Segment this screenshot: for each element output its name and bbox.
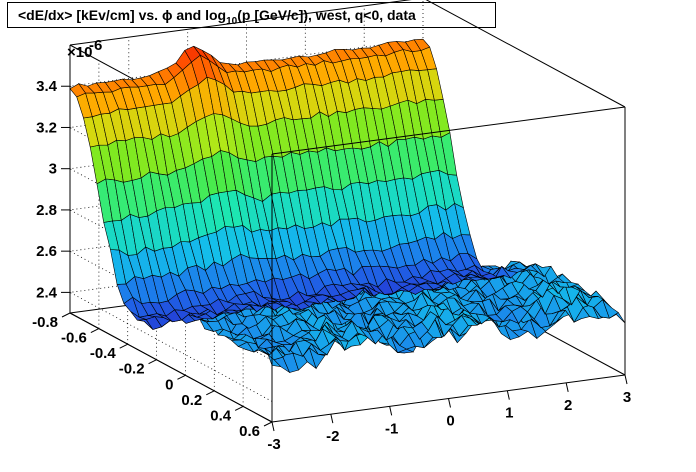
x-tick — [448, 398, 451, 408]
axis-labels: -3 -2 -1 0 1 2 3 -0.8-0.6-0.4-0.2 0 0.2 0.4 0.6 2.4 2… — [32, 37, 631, 453]
y-tick-label: -0.6 — [61, 330, 87, 347]
z-tick-label: 2.6 — [36, 243, 57, 260]
x-tick-label: -1 — [385, 420, 398, 437]
z-tick-label: 2.4 — [36, 284, 58, 301]
y-tick — [206, 390, 215, 396]
x-tick-label: 2 — [564, 397, 572, 414]
z-axis-multiplier: ×10 — [67, 44, 92, 61]
z-tick-label: 3.4 — [36, 78, 58, 95]
x-tick — [565, 382, 569, 392]
x-tick-label: -3 — [267, 436, 280, 453]
z-tick-label: 3.2 — [36, 119, 57, 136]
y-tick — [90, 328, 100, 334]
y-tick-label: -0.2 — [119, 361, 145, 378]
y-tick — [148, 359, 157, 365]
x-tick — [624, 374, 628, 385]
x-tick-label: 1 — [505, 405, 513, 422]
z-axis-exponent: -6 — [89, 37, 102, 54]
y-tick — [263, 421, 273, 427]
y-tick-label: -0.4 — [90, 345, 117, 362]
surface-mesh — [69, 38, 626, 374]
y-tick — [119, 343, 128, 349]
x-tick — [330, 414, 334, 424]
x-tick-label: -2 — [326, 428, 339, 445]
surface-cell — [413, 38, 431, 51]
x-tick — [271, 421, 275, 432]
z-tick-label: 3 — [49, 161, 57, 178]
y-tick-label: -0.8 — [32, 314, 58, 331]
title-subscript: 10 — [226, 15, 238, 27]
front-top-edge — [271, 106, 626, 155]
title-prefix: <dE/dx> [kEv/cm] vs. ϕ and log — [18, 7, 227, 23]
title-suffix: (p [GeV/c]), west, q<0, data — [237, 7, 416, 23]
y-tick — [61, 312, 71, 318]
y-tick-label: 0.2 — [181, 392, 202, 409]
y-tick-label: 0.4 — [210, 407, 232, 424]
axis-ticks — [61, 85, 628, 432]
x-tick-label: 0 — [446, 413, 454, 430]
y-tick-label: 0 — [165, 376, 173, 393]
x-tick — [389, 406, 393, 416]
z-gridline — [68, 245, 424, 402]
y-axis-line — [69, 312, 273, 423]
chart-title: <dE/dx> [kEv/cm] vs. ϕ and log10(p [GeV/… — [7, 2, 496, 28]
back-top-edge — [69, 0, 626, 108]
z-tick-label: 2.8 — [36, 202, 57, 219]
y-tick — [177, 374, 186, 380]
y-tick — [234, 405, 244, 411]
x-tick — [506, 390, 510, 400]
y-tick-label: 0.6 — [239, 423, 260, 440]
x-tick-label: 3 — [623, 389, 631, 406]
